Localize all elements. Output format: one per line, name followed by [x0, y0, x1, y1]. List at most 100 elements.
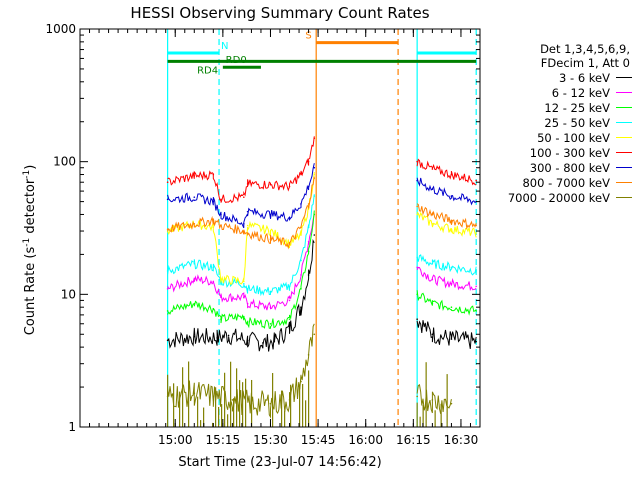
data-point-0-0-4: [246, 339, 249, 342]
data-point-8-0-3: [231, 399, 234, 401]
legend-item: 12 - 25 keV: [488, 100, 634, 115]
data-point-3-0-4: [243, 283, 245, 285]
y-tick-label-0: 1: [68, 420, 76, 434]
data-point-2-0-0: [166, 310, 169, 312]
data-point-2-0-3: [220, 318, 222, 320]
data-point-7-1-0: [416, 205, 418, 208]
data-point-4-0-6: [269, 230, 272, 232]
data-point-6-1-2: [450, 195, 453, 197]
data-point-1-0-0: [166, 288, 169, 290]
legend-item: 6 - 12 keV: [488, 85, 634, 100]
data-point-7-0-2: [212, 219, 215, 222]
data-point-8-0-9: [313, 333, 316, 336]
data-point-4-1-1: [431, 223, 434, 225]
data-point-3-1-1: [431, 262, 434, 265]
data-point-5-1-0: [416, 160, 418, 163]
legend-header-line-1: Det 1,3,4,5,6,9,: [540, 42, 630, 56]
series-line-3-1: [416, 254, 477, 276]
legend-item-label: 7000 - 20000 keV: [507, 190, 610, 205]
data-point-1-0-7: [288, 299, 291, 302]
data-point-5-0-3: [220, 198, 222, 201]
data-point-0-1-2: [450, 338, 453, 340]
data-point-8-0-2: [212, 395, 215, 398]
series-line-0-1: [416, 320, 477, 349]
data-point-4-0-2: [212, 226, 215, 229]
data-point-4-1-2: [450, 228, 453, 230]
data-point-3-1-2: [450, 266, 453, 269]
data-point-0-0-7: [288, 327, 291, 330]
series-line-3-0: [167, 194, 315, 297]
data-point-8-0-5: [269, 402, 272, 405]
data-point-1-0-8: [300, 274, 302, 276]
data-point-2-0-8: [300, 288, 302, 290]
x-tick-label-3: 15:45: [301, 433, 336, 447]
legend-item-label: 25 - 50 keV: [544, 115, 610, 130]
data-point-4-1-3: [475, 232, 477, 234]
data-point-4-0-3: [220, 278, 222, 281]
legend-item: 300 - 800 keV: [488, 160, 634, 175]
data-point-7-0-1: [193, 223, 196, 225]
data-point-0-0-2: [216, 337, 218, 339]
series-line-5-1: [416, 158, 477, 186]
data-point-6-0-10: [313, 166, 316, 169]
y-tick-label-1: 10: [61, 287, 76, 301]
legend-item: 800 - 7000 keV: [488, 175, 634, 190]
data-point-1-0-1: [193, 278, 196, 281]
data-point-6-0-9: [307, 185, 310, 188]
legend-swatch: [616, 92, 632, 93]
data-point-4-0-8: [300, 234, 302, 236]
data-point-1-0-4: [243, 296, 245, 299]
data-point-2-0-6: [269, 322, 272, 325]
series-line-2-1: [416, 290, 477, 316]
data-point-0-1-3: [475, 340, 477, 343]
data-point-6-0-0: [166, 198, 169, 201]
legend-item-label: 6 - 12 keV: [551, 85, 610, 100]
legend-item-label: 800 - 7000 keV: [522, 175, 610, 190]
data-point-3-0-9: [307, 226, 310, 229]
data-point-7-1-1: [431, 213, 434, 216]
x-tick-label-4: 16:00: [348, 433, 383, 447]
data-point-8-1-2: [450, 402, 453, 405]
data-point-1-0-9: [307, 240, 310, 243]
data-point-3-0-0: [166, 270, 169, 272]
data-point-0-0-6: [273, 340, 276, 343]
x-tick-label-1: 15:15: [206, 433, 241, 447]
data-point-5-1-3: [475, 179, 477, 182]
data-point-2-0-1: [193, 302, 196, 305]
legend-swatch: [616, 77, 632, 78]
data-point-5-0-10: [313, 137, 316, 140]
data-point-5-0-0: [166, 181, 169, 184]
data-point-5-1-2: [450, 173, 453, 176]
series-line-5-0: [167, 136, 315, 204]
series-line-6-0: [167, 163, 315, 229]
data-point-1-1-0: [416, 266, 418, 269]
legend-header-line-2: FDecim 1, Att 0: [540, 56, 630, 70]
legend-item: 25 - 50 keV: [488, 115, 634, 130]
data-point-2-1-0: [416, 293, 418, 296]
series-line-6-1: [416, 177, 477, 206]
data-point-1-0-5: [246, 302, 249, 305]
data-point-3-0-10: [313, 195, 316, 197]
x-axis-label: Start Time (23-Jul-07 14:56:42): [178, 455, 382, 470]
data-point-2-1-1: [431, 302, 434, 305]
data-point-0-0-10: [313, 234, 316, 236]
series-line-8-1: [416, 384, 452, 415]
series-line-7-0: [167, 176, 315, 250]
data-point-6-0-3: [220, 213, 222, 216]
data-point-1-0-2: [212, 280, 215, 283]
data-point-6-1-0: [416, 179, 418, 182]
data-point-5-0-6: [269, 183, 272, 186]
data-point-6-0-4: [243, 223, 245, 225]
data-point-4-1-0: [416, 213, 418, 216]
legend-item: 50 - 100 keV: [488, 130, 634, 145]
legend-swatch: [616, 152, 632, 153]
data-point-1-0-3: [220, 296, 222, 299]
data-point-3-0-1: [193, 262, 196, 265]
data-point-6-1-1: [431, 188, 434, 191]
data-point-7-0-5: [246, 232, 249, 234]
data-point-0-0-5: [262, 342, 264, 344]
data-point-1-1-2: [450, 283, 453, 285]
data-point-2-0-4: [243, 315, 245, 318]
data-point-7-0-7: [288, 243, 291, 245]
